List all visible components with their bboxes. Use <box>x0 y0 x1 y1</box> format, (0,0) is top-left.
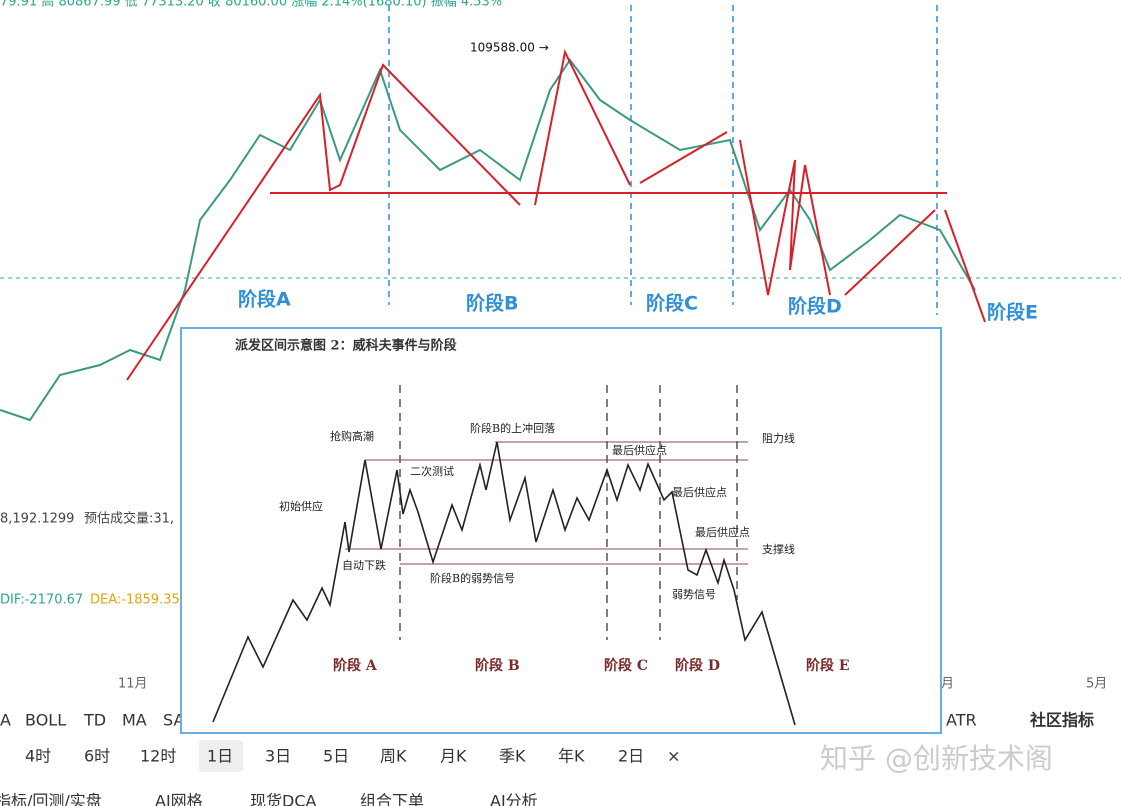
inset-title: 派发区间示意图 2：威科夫事件与阶段 <box>235 338 457 354</box>
event-label: 自动下跌 <box>342 558 386 572</box>
indicator[interactable]: BOLL <box>25 711 66 730</box>
event-label: 最后供应点 <box>672 485 727 499</box>
timeframe[interactable]: 3日 <box>265 747 291 766</box>
high-label: 109588.00 → <box>470 41 549 55</box>
event-label: 阻力线 <box>762 431 795 445</box>
x-label: 11月 <box>118 677 148 692</box>
timeframe[interactable]: 5日 <box>323 747 349 766</box>
stage-label: 阶段D <box>788 295 842 318</box>
timeframe[interactable]: 周K <box>380 747 407 766</box>
tab[interactable]: 现货DCA <box>250 792 316 806</box>
annotations <box>126 48 986 381</box>
volume-label: 8,192.1299 <box>0 512 74 527</box>
stage-label: 阶段B <box>466 292 518 315</box>
tab[interactable]: AI网格 <box>155 792 203 806</box>
timeframe[interactable]: 6时 <box>84 747 110 766</box>
dif: DIF:-2170.67 <box>0 593 83 608</box>
timeframe[interactable]: 12时 <box>140 747 176 766</box>
stage-label: 阶段 B <box>475 657 520 674</box>
stage-label: 阶段 D <box>675 657 720 674</box>
stage-label: 阶段A <box>238 288 291 311</box>
x-label: 5月 <box>1086 677 1107 692</box>
tab[interactable]: AI分析 <box>490 792 538 806</box>
event-label: 最后供应点 <box>695 525 750 539</box>
watermark: 知乎 @创新技术阁 <box>820 742 1053 775</box>
tab[interactable]: 组合下单 <box>360 792 424 806</box>
indicator[interactable]: A <box>0 711 11 730</box>
x-label: 月 <box>941 677 954 692</box>
timeframe[interactable]: 4时 <box>25 747 51 766</box>
indicator[interactable]: MA <box>122 711 147 730</box>
stage-label: 阶段C <box>646 292 698 315</box>
event-label: 弱势信号 <box>672 588 716 601</box>
quote: 79.91 高 80867.99 低 77313.20 收 80160.00 涨… <box>0 0 502 10</box>
timeframe[interactable]: 季K <box>499 747 526 766</box>
event-label: 支撑线 <box>762 542 795 556</box>
stage-dividers <box>388 5 938 315</box>
timeframe[interactable]: 1日 <box>207 747 233 766</box>
event-label: 初始供应 <box>279 499 323 513</box>
bottom-tabs: 指标/回测/实盘 AI网格 现货DCA 组合下单 AI分析 <box>0 792 538 806</box>
event-label: 最后供应点 <box>612 443 667 457</box>
stage-label: 阶段 A <box>333 657 378 674</box>
timeframe[interactable]: 月K <box>440 747 467 766</box>
event-label: 阶段B的弱势信号 <box>430 571 515 585</box>
price-path <box>0 58 976 422</box>
volume-estimate: 预估成交量:31, <box>84 511 174 527</box>
inset: 派发区间示意图 2：威科夫事件与阶段 抢购高潮 阶段B的上冲回落 阻力线 最后供… <box>180 327 942 734</box>
timeframe[interactable]: 2日 <box>618 747 644 766</box>
indicator[interactable]: 社区指标 <box>1029 711 1094 730</box>
event-label: 二次测试 <box>410 464 454 478</box>
timeframes: 4时 6时 12时 1日 3日 5日 周K 月K 季K 年K 2日 × <box>25 747 680 766</box>
stage-label: 阶段 E <box>806 657 850 674</box>
event-label: 阶段B的上冲回落 <box>470 421 555 435</box>
indicator[interactable]: TD <box>83 711 106 730</box>
indicator[interactable]: SA <box>163 711 184 730</box>
indicator[interactable]: ATR <box>946 711 977 730</box>
event-label: 抢购高潮 <box>330 429 374 443</box>
timeframe[interactable]: × <box>667 747 680 766</box>
dea: DEA:-1859.35 <box>90 593 180 608</box>
indicator-bar: A BOLL TD MA SA ATR 社区指标 <box>0 711 1094 730</box>
timeframe[interactable]: 年K <box>558 747 585 766</box>
tab[interactable]: 指标/回测/实盘 <box>0 792 102 806</box>
stage-label: 阶段E <box>987 301 1038 324</box>
selected-timeframe <box>199 740 243 772</box>
stage-label: 阶段 C <box>604 657 648 674</box>
